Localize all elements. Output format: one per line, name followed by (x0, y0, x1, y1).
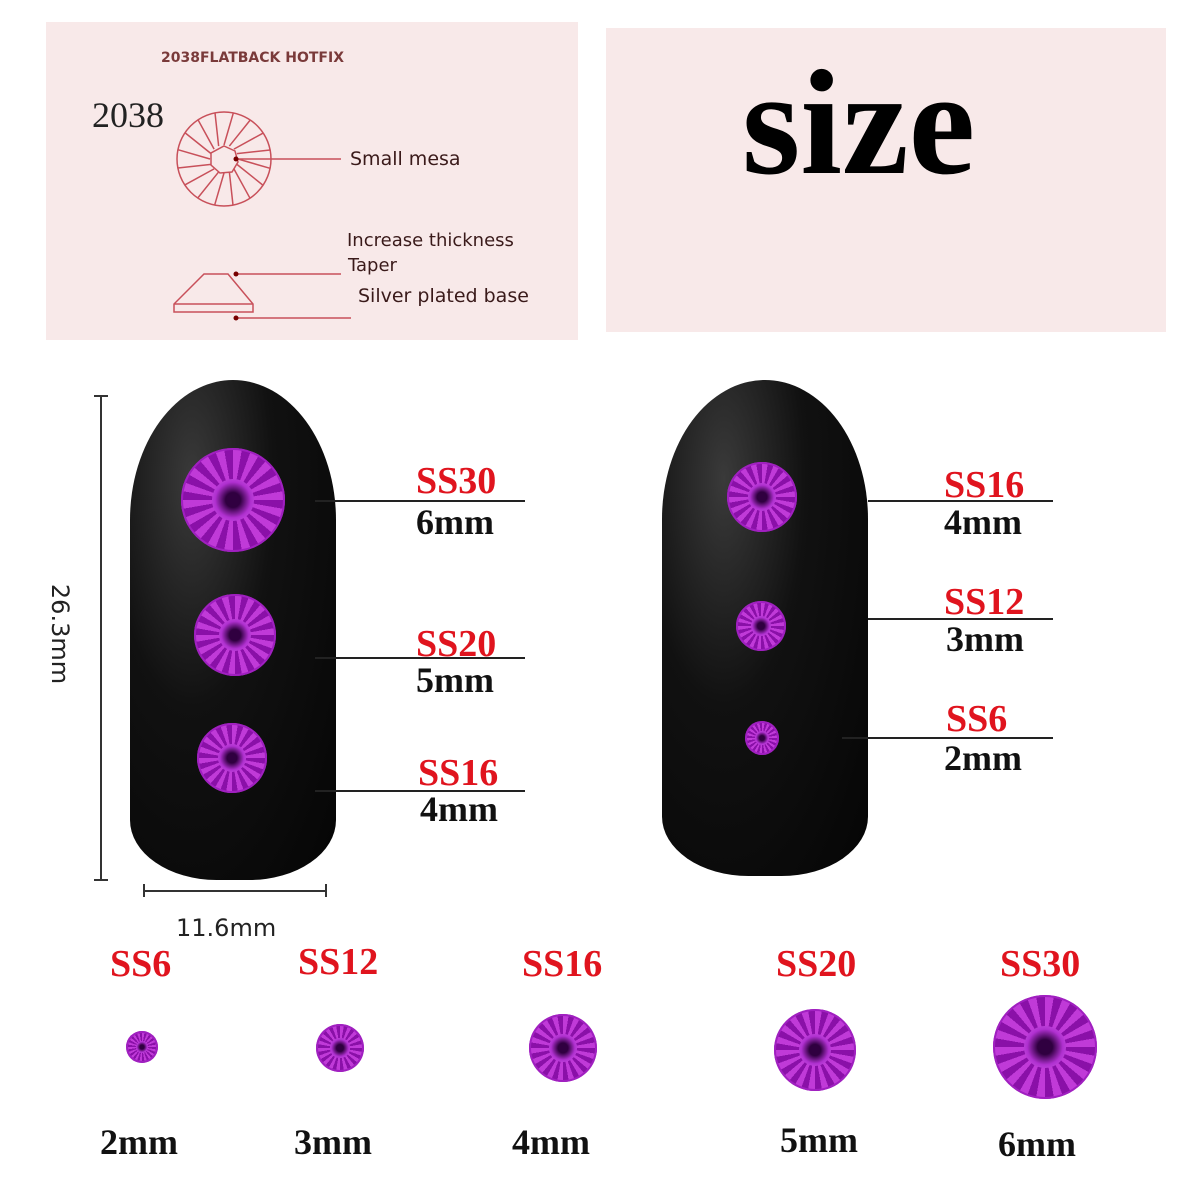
right-label-code: SS6 (946, 698, 1008, 740)
label-increase-thickness: Increase thickness (347, 230, 514, 251)
gem-ss20 (194, 594, 276, 676)
gem-ss12 (316, 1024, 364, 1072)
row-code: SS20 (776, 943, 857, 985)
width-label: 11.6mm (176, 914, 277, 942)
left-label-code: SS30 (416, 460, 497, 502)
gem-ss6 (126, 1031, 158, 1063)
row-mm: 6mm (998, 1124, 1076, 1164)
right-label-mm: 3mm (946, 619, 1024, 659)
gem-ss20 (774, 1009, 856, 1091)
gem-ss16 (529, 1014, 597, 1082)
left-label-code: SS20 (416, 623, 497, 665)
model-number: 2038 (92, 95, 164, 135)
left-label-code: SS16 (418, 752, 499, 794)
right-label-code: SS12 (944, 581, 1025, 623)
gem-ss12 (736, 601, 786, 651)
left-label-mm: 5mm (416, 660, 494, 700)
height-label: 26.3mm (46, 583, 75, 685)
size-panel: size (606, 28, 1166, 332)
row-mm: 4mm (512, 1122, 590, 1162)
gem-ss30 (181, 448, 285, 552)
row-code: SS6 (110, 943, 172, 985)
left-label-mm: 4mm (420, 789, 498, 829)
row-mm: 5mm (780, 1120, 858, 1160)
left-label-mm: 6mm (416, 502, 494, 542)
diagram-header: 2038FLATBACK HOTFIX (161, 50, 344, 66)
row-code: SS30 (1000, 943, 1081, 985)
rhinestone-diagram (173, 111, 351, 321)
diagram-panel: 2038FLATBACK HOTFIX 2038 Small mesa Incr… (46, 22, 578, 340)
gem-ss30 (993, 995, 1097, 1099)
label-silver-plated-base: Silver plated base (358, 285, 529, 307)
gem-ss16 (727, 462, 797, 532)
row-mm: 2mm (100, 1122, 178, 1162)
size-title: size (742, 40, 976, 206)
gem-ss16 (197, 723, 267, 793)
row-code: SS16 (522, 943, 603, 985)
row-code: SS12 (298, 941, 379, 983)
width-dimension-line (143, 890, 326, 892)
right-label-mm: 2mm (944, 738, 1022, 778)
height-dimension-line (100, 395, 102, 880)
gem-ss6 (745, 721, 779, 755)
row-mm: 3mm (294, 1122, 372, 1162)
right-label-mm: 4mm (944, 502, 1022, 542)
label-small-mesa: Small mesa (350, 148, 461, 170)
label-taper: Taper (348, 255, 397, 276)
right-label-code: SS16 (944, 464, 1025, 506)
